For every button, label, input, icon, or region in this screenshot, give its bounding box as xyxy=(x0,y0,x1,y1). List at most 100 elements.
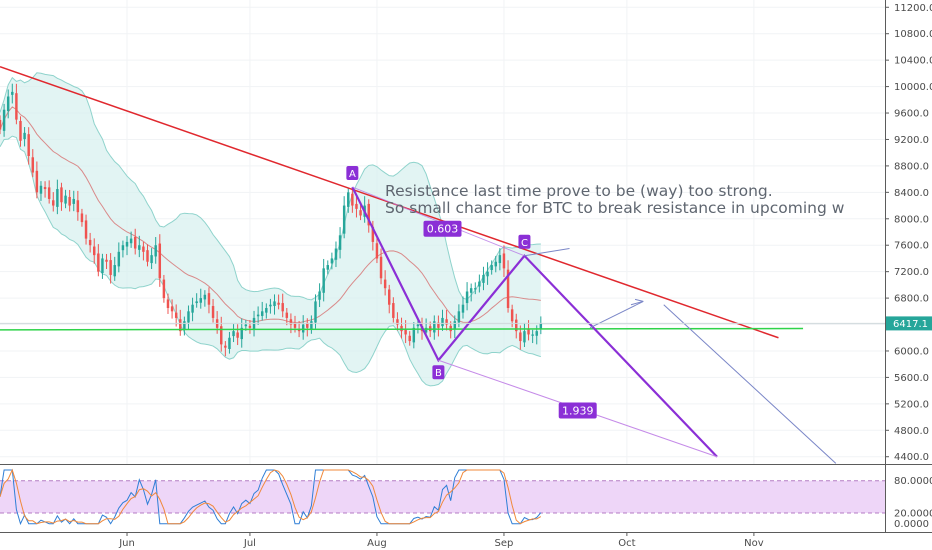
candle-body xyxy=(461,304,465,313)
bollinger-fill xyxy=(0,72,541,386)
price-tick-label: 5600.0 xyxy=(894,373,929,384)
candle-body xyxy=(2,109,6,131)
candle-body xyxy=(93,246,96,256)
price-tick-label: 9200.0 xyxy=(894,135,929,146)
candle xyxy=(72,190,75,212)
stochastic-rsi-pane xyxy=(0,468,885,526)
candle xyxy=(515,313,518,339)
candle-body xyxy=(129,238,133,244)
candle xyxy=(76,190,80,221)
candle xyxy=(269,298,272,314)
candle xyxy=(105,253,108,270)
candle-body xyxy=(39,185,43,194)
candle-body xyxy=(289,319,293,325)
candle xyxy=(97,244,100,277)
annotation-line-2: So small chance for BTC to break resista… xyxy=(385,199,845,217)
candle-body xyxy=(465,291,469,304)
candle-body xyxy=(142,246,145,252)
candle xyxy=(84,214,88,245)
candle xyxy=(392,297,395,323)
candle xyxy=(150,248,153,270)
candle-body xyxy=(183,321,186,330)
candle-body xyxy=(64,195,67,204)
candle xyxy=(478,274,481,293)
price-tick-label: 5200.0 xyxy=(894,399,929,410)
candle xyxy=(338,227,342,259)
price-tick-label: 8000.0 xyxy=(894,214,929,225)
candle-body xyxy=(408,335,411,342)
last-price-value: 6417.1 xyxy=(893,319,928,330)
candle-body xyxy=(351,193,354,206)
candle-body xyxy=(207,293,211,305)
candle-body xyxy=(97,253,100,272)
candle-body xyxy=(232,331,235,337)
fib-ratio-label: 0.603 xyxy=(427,223,459,236)
candle xyxy=(318,283,321,308)
candle xyxy=(388,284,391,314)
candle xyxy=(248,320,252,334)
candle xyxy=(121,240,125,258)
candle-body xyxy=(166,299,170,309)
candle-body xyxy=(154,245,157,257)
candle-body xyxy=(310,321,313,330)
candle-body xyxy=(297,329,301,332)
projection-line xyxy=(663,304,837,464)
candle-body xyxy=(11,91,14,95)
bollinger-upper xyxy=(0,72,541,301)
candle-body xyxy=(424,327,428,333)
candle-body xyxy=(203,294,207,300)
candle-body xyxy=(396,319,399,325)
candle-body xyxy=(285,312,289,318)
candle-body xyxy=(195,301,198,304)
candle xyxy=(133,228,137,255)
candle xyxy=(469,283,473,302)
osc-tick-label: 80.0000 xyxy=(894,476,932,487)
candle xyxy=(490,260,493,275)
candle-body xyxy=(60,187,63,203)
candle xyxy=(35,161,39,199)
candle-body xyxy=(179,319,182,332)
candle xyxy=(220,316,223,352)
candle-body xyxy=(441,317,444,327)
annotation-line-1: Resistance last time prove to be (way) t… xyxy=(385,182,773,200)
candle xyxy=(203,290,207,307)
candle xyxy=(113,256,116,281)
candle xyxy=(334,241,338,268)
candle xyxy=(326,260,330,275)
candle xyxy=(506,260,510,313)
fib-ratio-box xyxy=(558,402,597,419)
candle-body xyxy=(84,220,88,239)
candle xyxy=(31,149,35,178)
time-axis[interactable]: Jun Jul Aug Sep Oct Nov xyxy=(118,532,764,549)
candle xyxy=(465,282,469,311)
candle-body xyxy=(293,322,297,328)
time-tick-label: Sep xyxy=(495,538,514,549)
price-tick-label: 6800.0 xyxy=(894,294,929,305)
candle xyxy=(39,181,43,201)
candle-body xyxy=(498,255,502,264)
time-tick-label: Aug xyxy=(367,538,387,549)
candle-body xyxy=(43,187,47,190)
candle xyxy=(174,304,178,327)
abcd-pattern-line xyxy=(351,186,718,458)
candle xyxy=(523,322,526,348)
price-tick-label: 11200.0 xyxy=(894,3,932,14)
candle-body xyxy=(371,226,375,242)
candle-body xyxy=(150,255,153,264)
candle xyxy=(211,299,215,323)
candle-body xyxy=(314,301,317,323)
candle xyxy=(531,329,534,344)
candle xyxy=(441,309,444,331)
candle-body xyxy=(416,324,420,327)
candle-body xyxy=(113,265,116,277)
candle-body xyxy=(269,304,272,307)
candle xyxy=(474,282,477,295)
candle-body xyxy=(224,345,227,348)
candle xyxy=(260,301,264,321)
candle-body xyxy=(392,303,395,318)
candle xyxy=(125,236,129,256)
candle-body xyxy=(191,304,194,313)
pattern-point-label: A xyxy=(349,169,356,180)
